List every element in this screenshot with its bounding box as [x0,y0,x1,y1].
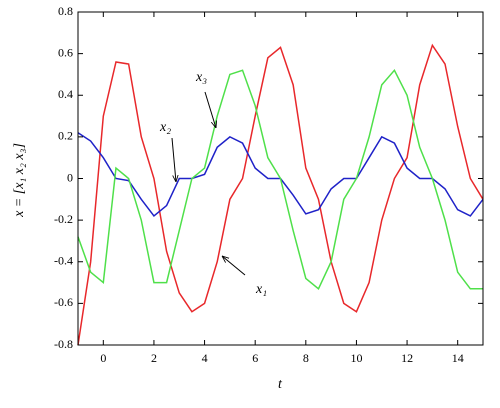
x-axis-label: t [278,377,283,392]
y-tick-label: -0.2 [54,212,73,226]
y-axis-label: x = [x₁ x₂ x₃] [12,143,27,218]
annotation: x₃ [195,70,207,85]
y-tick-label: -0.8 [54,337,73,351]
y-tick-label: 0.2 [58,129,73,143]
y-tick-label: -0.4 [54,254,73,268]
annotation: x₂ [159,120,171,135]
arrow [222,256,246,276]
series-line [77,68,483,290]
x-tick-label: 6 [252,351,258,365]
arrow [204,91,216,128]
x-tick-label: 0 [100,351,106,365]
x-tick-label: 14 [452,351,464,365]
y-tick-label: 0.6 [58,45,73,59]
y-tick-label: 0.4 [58,87,73,101]
series-line [77,132,484,218]
x-tick-label: 12 [401,351,413,365]
y-tick-label: -0.6 [54,295,73,309]
y-tick-label: 0 [67,170,73,184]
x-tick-label: 8 [303,351,309,365]
series-line [77,43,484,346]
x-tick-label: 2 [151,351,157,365]
x-tick-label: 4 [202,351,208,365]
arrow [171,137,176,182]
plot-area [77,43,484,346]
annotation: x₁ [255,282,267,297]
x-tick-label: 10 [350,351,362,365]
y-tick-label: 0.8 [58,4,73,18]
